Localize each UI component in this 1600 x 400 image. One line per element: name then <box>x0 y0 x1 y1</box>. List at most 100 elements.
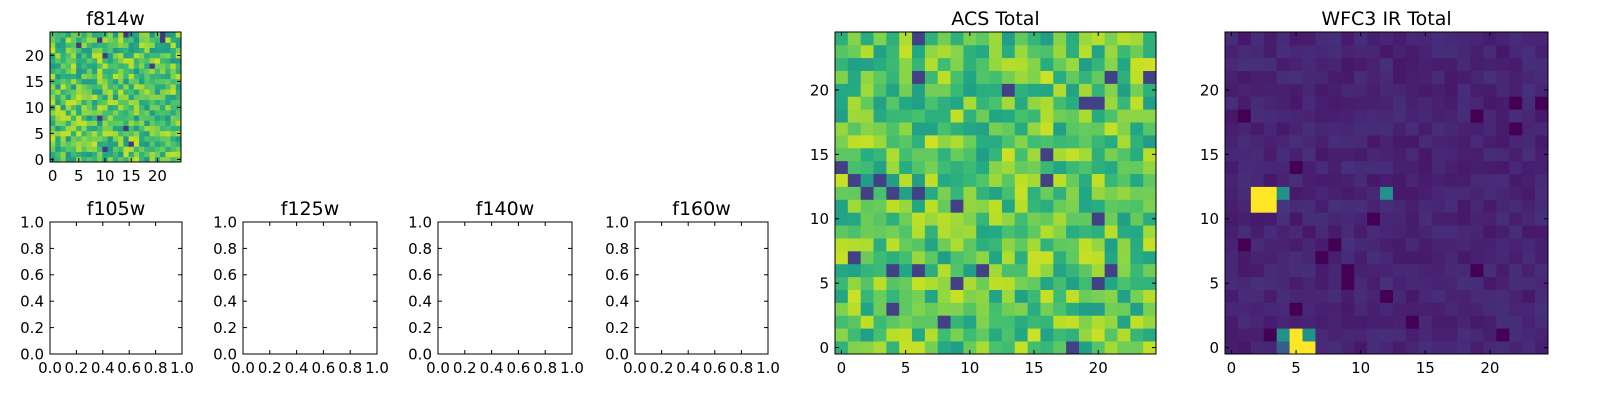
heatmap-cell <box>886 238 900 252</box>
heatmap-cell <box>1053 44 1067 59</box>
heatmap-cell <box>1470 212 1484 226</box>
heatmap-cell <box>873 44 887 59</box>
heatmap-cell <box>1522 160 1536 175</box>
heatmap-cell <box>123 110 129 116</box>
heatmap-cell <box>937 276 951 290</box>
heatmap-cell <box>1302 96 1316 110</box>
heatmap-cell <box>1354 32 1368 46</box>
y-tick-label: 0 <box>819 339 829 357</box>
heatmap-cell <box>65 63 72 69</box>
heatmap-cell <box>1302 57 1316 71</box>
heatmap-cell <box>1078 289 1093 303</box>
heatmap-cell <box>1392 135 1407 149</box>
heatmap-cell <box>860 212 874 226</box>
heatmap-cell <box>912 315 926 329</box>
heatmap-cell <box>950 302 964 316</box>
f814w-axes-frame <box>49 31 182 163</box>
heatmap-cell <box>149 125 156 132</box>
heatmap-cell <box>144 94 150 100</box>
heatmap-cell <box>1496 160 1510 175</box>
heatmap-cell <box>963 186 977 200</box>
heatmap-cell <box>1483 147 1497 162</box>
heatmap-cell <box>976 263 990 278</box>
heatmap-cell <box>1457 44 1471 59</box>
heatmap-cell <box>1535 122 1549 136</box>
heatmap-cell <box>1483 328 1497 342</box>
heatmap-cell <box>175 110 182 116</box>
heatmap-cell <box>873 328 887 342</box>
heatmap-cell <box>1078 250 1093 265</box>
heatmap-cell <box>1040 32 1054 46</box>
heatmap-cell <box>1237 186 1252 200</box>
heatmap-cell <box>1237 44 1252 59</box>
heatmap-cell <box>963 160 977 175</box>
heatmap-cell <box>1078 57 1093 71</box>
heatmap-cell <box>133 99 140 106</box>
heatmap-cell <box>1040 186 1054 200</box>
heatmap-cell <box>133 42 140 48</box>
heatmap-cell <box>1276 302 1290 316</box>
heatmap-cell <box>76 125 82 132</box>
heatmap-cell <box>70 156 77 163</box>
heatmap-cell <box>963 225 977 239</box>
heatmap-cell <box>1104 315 1118 329</box>
heatmap-cell <box>1315 135 1329 149</box>
heatmap-cell <box>1104 160 1118 175</box>
heatmap-cell <box>1470 225 1484 239</box>
heatmap-cell <box>1328 341 1342 355</box>
heatmap-cell <box>139 63 145 69</box>
heatmap-cell <box>102 52 108 59</box>
heatmap-cell <box>1040 341 1054 355</box>
heatmap-cell <box>55 68 61 74</box>
heatmap-cell <box>847 186 862 200</box>
heatmap-cell <box>1418 315 1433 329</box>
heatmap-cell <box>118 47 124 54</box>
heatmap-cell <box>112 32 119 38</box>
heatmap-cell <box>123 104 129 111</box>
heatmap-cell <box>912 109 926 123</box>
heatmap-cell <box>1405 212 1420 226</box>
heatmap-cell <box>1276 289 1290 303</box>
heatmap-cell <box>144 120 150 126</box>
heatmap-cell <box>937 199 951 213</box>
heatmap-cell <box>175 58 182 64</box>
heatmap-cell <box>160 125 166 132</box>
heatmap-cell <box>1315 250 1329 265</box>
heatmap-cell <box>81 130 88 137</box>
heatmap-cell <box>1380 96 1394 110</box>
heatmap-cell <box>1130 70 1144 84</box>
heatmap-cell <box>128 52 135 59</box>
heatmap-cell <box>1315 263 1329 278</box>
heatmap-cell <box>1276 199 1290 213</box>
heatmap-cell <box>175 125 182 132</box>
heatmap-cell <box>70 110 77 116</box>
heatmap-cell <box>1040 147 1054 162</box>
heatmap-cell <box>139 52 145 59</box>
heatmap-cell <box>123 146 129 152</box>
heatmap-cell <box>107 78 114 85</box>
heatmap-cell <box>55 52 61 59</box>
heatmap-cell <box>847 109 862 123</box>
heatmap-cell <box>1483 109 1497 123</box>
heatmap-cell <box>1237 276 1252 290</box>
heatmap-cell <box>118 99 124 106</box>
heatmap-cell <box>1457 315 1471 329</box>
heatmap-cell <box>1367 302 1381 316</box>
heatmap-cell <box>102 99 108 106</box>
heatmap-cell <box>1276 212 1290 226</box>
heatmap-cell <box>1341 238 1355 252</box>
heatmap-cell <box>102 73 108 80</box>
heatmap-cell <box>1405 109 1420 123</box>
heatmap-cell <box>924 135 939 149</box>
heatmap-cell <box>1014 147 1028 162</box>
heatmap-cell <box>1250 186 1265 200</box>
heatmap-cell <box>1263 263 1278 278</box>
heatmap-cell <box>1509 122 1523 136</box>
heatmap-cell <box>963 96 977 110</box>
heatmap-cell <box>1392 276 1407 290</box>
heatmap-cell <box>1509 83 1523 97</box>
heatmap-cell <box>1027 289 1041 303</box>
heatmap-cell <box>860 32 874 46</box>
heatmap-cell <box>1522 57 1536 71</box>
